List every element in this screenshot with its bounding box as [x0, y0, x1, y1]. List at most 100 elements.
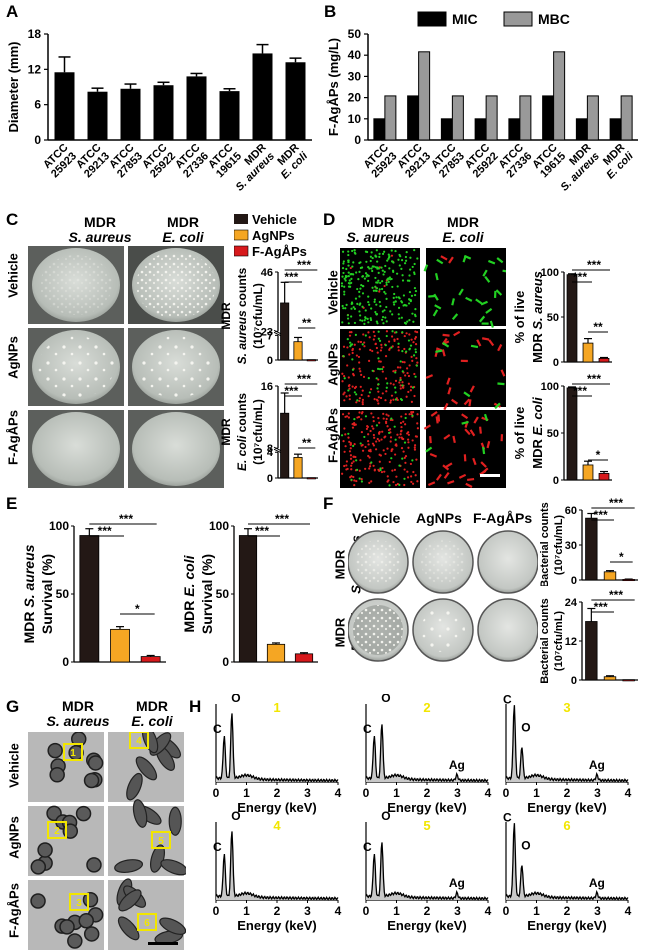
tem-roi-box: [137, 913, 157, 931]
g-row-vehicle: Vehicle: [6, 743, 22, 788]
h-xtick-label: 3: [454, 904, 461, 918]
ylabel-line: Bacterial counts: [539, 598, 551, 684]
h-xlabel: Energy (keV): [237, 918, 316, 933]
d-row-vehicle: Vehicle: [325, 270, 341, 315]
h-spectrum-label: 6: [563, 818, 570, 833]
d-col-mdr-1: MDR: [362, 214, 394, 230]
ytick-label: 100: [49, 519, 69, 533]
h-xtick-label: 0: [213, 904, 220, 918]
a-xtick-label: MDRE. coli: [270, 141, 311, 182]
c-col-mdr-2: MDR: [167, 214, 199, 230]
h-xlabel: Energy (keV): [387, 918, 466, 933]
dish-c-agnps-sa: [28, 328, 124, 406]
b-bar: [474, 118, 487, 141]
h-peak-label: Ag: [589, 876, 605, 890]
h-xtick-label: 2: [424, 786, 431, 800]
bar-vehicle: [566, 387, 578, 481]
ylabel-line: MDR: [219, 302, 233, 330]
h-peak-label: C: [213, 840, 222, 854]
sig-label: *: [135, 602, 140, 616]
panel-label-d: D: [323, 210, 336, 229]
sig-label: ***: [255, 524, 269, 538]
h-peak-label: C: [503, 811, 512, 825]
b-xtick-label: ATCC19615: [530, 142, 569, 181]
f-row-mdr-1: MDR: [332, 549, 348, 580]
h-xtick-label: 0: [363, 904, 370, 918]
h-peak-label: C: [363, 722, 372, 736]
tem-roi-label: 5: [158, 836, 164, 847]
dish-f-agnps-sa: [412, 530, 474, 594]
h-peak-label: C: [363, 840, 372, 854]
bar-vehicle: [280, 302, 290, 361]
ylabel-line: (10⁷cfu/mL): [251, 399, 265, 465]
b-bar: [373, 118, 386, 141]
chart-f-ec-counts: 0 12 24 Bacterial counts (10⁷cfu/mL) ******: [539, 588, 638, 687]
g-scale-bar: [148, 942, 178, 945]
d-col-mdr-2: MDR: [447, 214, 479, 230]
tem-roi-label: 1: [70, 748, 76, 759]
ytick-label: 50: [547, 312, 559, 324]
d-img-bg: [340, 248, 420, 326]
tem-roi-box: [47, 821, 67, 839]
ytick-label: 0: [267, 355, 273, 367]
h-xtick-label: 4: [335, 786, 342, 800]
bar-fagps: [306, 359, 316, 362]
sig-label: ***: [284, 270, 298, 284]
ylabel-line: % of live: [512, 407, 527, 460]
b-bar: [407, 95, 420, 141]
h-xtick-label: 3: [304, 904, 311, 918]
b-bar: [451, 95, 464, 141]
legend-label-agnps: AgNPs: [252, 228, 295, 243]
a-xtick-label: ATCC27853: [107, 142, 146, 181]
h-xtick-label: 1: [533, 786, 540, 800]
b-bar: [519, 95, 532, 141]
d-img-fagaps-sa: [340, 410, 420, 488]
h-peak-label: Ag: [589, 758, 605, 772]
sig-label: ***: [297, 372, 311, 386]
g-col-sa: S. aureus: [46, 713, 110, 729]
a-ytick-label: 12: [28, 62, 42, 76]
a-xtick-label: ATCC25922: [140, 142, 179, 181]
tem-roi-box: [63, 743, 83, 761]
ylabel-line: S. aureus counts: [235, 267, 249, 364]
bar-vehicle: [280, 412, 290, 479]
ylabel-line: (10⁷cfu/mL): [553, 515, 565, 575]
h-xtick-label: 2: [564, 904, 571, 918]
g-tem-agnps-ec: 5: [108, 799, 186, 876]
h-xtick-label: 4: [485, 786, 492, 800]
g-tem-agnps-sa: 2: [28, 805, 104, 876]
b-legend-swatch: [417, 11, 447, 27]
bar-agnps: [582, 342, 594, 363]
b-bar: [609, 118, 622, 141]
bar-fagps: [140, 656, 161, 663]
ytick-label: 0: [553, 357, 559, 368]
ylabel-line: Bacterial counts: [539, 502, 551, 586]
a-xtick-label: ATCC19615: [206, 142, 245, 181]
ylabel-line: % of live: [512, 291, 527, 344]
bar-agnps: [293, 456, 303, 479]
g-tem-fagaps-sa: 3: [28, 880, 104, 950]
sig-label: ***: [119, 512, 133, 526]
ytick-label: 0: [571, 575, 577, 586]
g-row-fagaps: F-AgÅPs: [6, 883, 22, 938]
a-bar: [219, 91, 240, 140]
d-scale-bar: [480, 474, 500, 477]
bar-agnps: [293, 341, 303, 361]
tem-roi-box: [69, 893, 89, 911]
dish-c-fagaps-ec: [128, 410, 224, 488]
b-xtick-label: ATCC27336: [496, 142, 535, 181]
sig-label: ***: [587, 372, 601, 386]
panel-label-b: B: [324, 2, 337, 21]
h-xlabel: Energy (keV): [237, 800, 316, 815]
panel-label-h: H: [189, 697, 202, 716]
g-col-mdr-1: MDR: [62, 698, 94, 714]
sig-label: *: [596, 448, 601, 462]
ylabel-line: MDR S. aureus: [21, 544, 37, 643]
b-xtick-label: ATCC27853: [428, 142, 467, 181]
h-xtick-label: 1: [393, 786, 400, 800]
h-xlabel: Energy (keV): [387, 800, 466, 815]
